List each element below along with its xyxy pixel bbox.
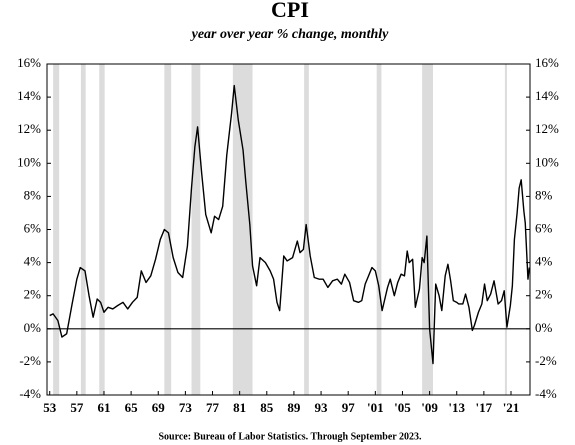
y2-tick-label: -4% (535, 386, 557, 401)
y-tick-label: 10% (17, 154, 41, 169)
y2-tick-label: 14% (535, 88, 559, 103)
x-tick-label: 73 (179, 400, 193, 415)
y2-tick-label: 0% (535, 320, 553, 335)
x-tick-label: 57 (70, 400, 84, 415)
chart-subtitle: year over year % change, monthly (190, 27, 390, 42)
y2-tick-label: 8% (535, 187, 553, 202)
recession-band (164, 64, 172, 395)
recession-band (376, 64, 382, 395)
recession-band (80, 64, 86, 395)
y-tick-label: 16% (17, 55, 41, 70)
x-tick-label: 81 (233, 400, 246, 415)
chart-title: CPI (271, 0, 309, 22)
x-tick-label: '17 (476, 400, 493, 415)
x-tick-label: 77 (206, 400, 220, 415)
y2-tick-label: 16% (535, 55, 559, 70)
x-tick-label: 69 (152, 400, 166, 415)
x-tick-label: 65 (125, 400, 139, 415)
y-tick-label: 12% (17, 121, 41, 136)
y-tick-label: 0% (24, 320, 42, 335)
y-tick-label: 4% (24, 254, 42, 269)
x-tick-label: '13 (448, 400, 465, 415)
y-tick-label: -2% (19, 353, 41, 368)
y2-tick-label: 4% (535, 254, 553, 269)
recession-band (99, 64, 105, 395)
x-tick-label: '09 (421, 400, 438, 415)
x-tick-label: '21 (503, 400, 520, 415)
recession-band (232, 64, 253, 395)
recession-band (504, 64, 507, 395)
y-tick-label: -4% (19, 386, 41, 401)
x-tick-label: 53 (43, 400, 57, 415)
recession-band (191, 64, 201, 395)
x-tick-label: 61 (97, 400, 110, 415)
y-tick-label: 6% (24, 220, 42, 235)
x-tick-label: '05 (394, 400, 411, 415)
x-tick-label: 97 (342, 400, 356, 415)
x-tick-label: '01 (367, 400, 384, 415)
y2-tick-label: -2% (535, 353, 557, 368)
x-tick-label: 89 (287, 400, 301, 415)
y-tick-label: 2% (24, 287, 42, 302)
cpi-line (49, 84, 531, 365)
y2-tick-label: 2% (535, 287, 553, 302)
y2-tick-label: 10% (535, 154, 559, 169)
x-tick-label: 93 (315, 400, 329, 415)
plot-frame (46, 63, 531, 396)
x-tick-label: 85 (260, 400, 274, 415)
y2-tick-label: 12% (535, 121, 559, 136)
y-tick-label: 14% (17, 88, 41, 103)
source-note: Source: Bureau of Labor Statistics. Thro… (158, 431, 422, 442)
y-tick-label: 8% (24, 187, 42, 202)
recession-band (422, 64, 433, 395)
y2-tick-label: 6% (535, 220, 553, 235)
recession-band (53, 64, 60, 395)
